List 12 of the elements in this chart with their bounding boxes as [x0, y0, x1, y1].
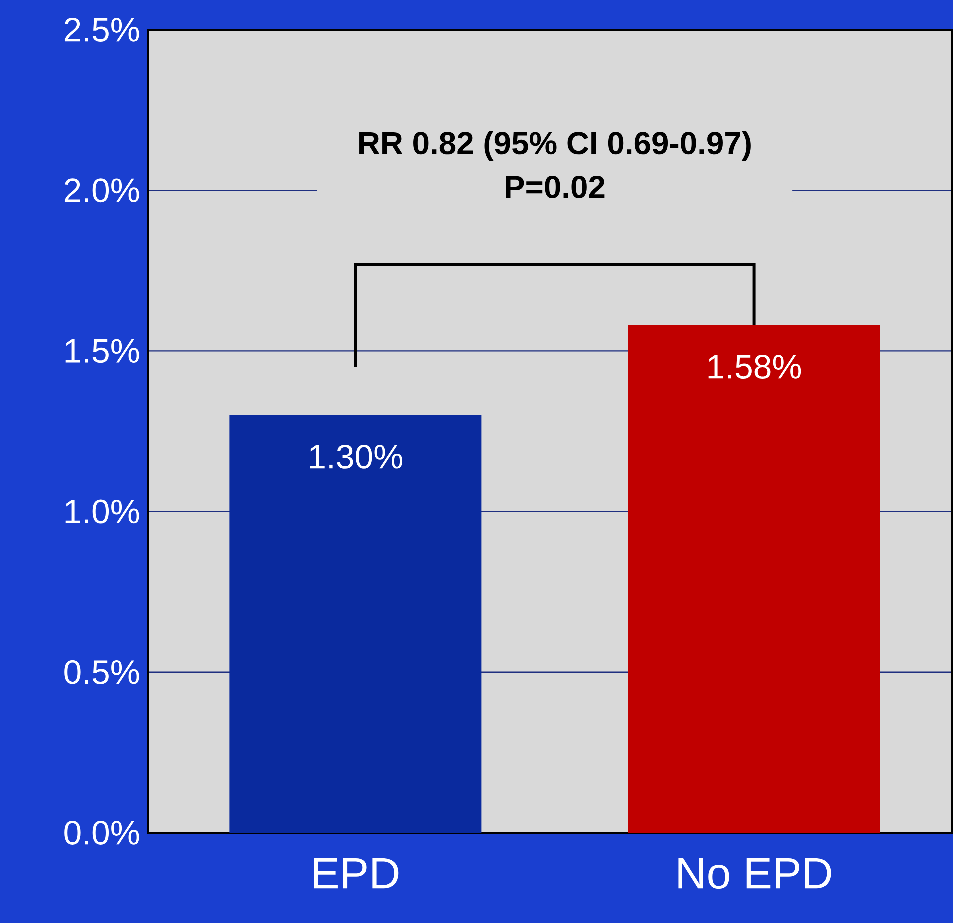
data-label: 1.30% — [310, 444, 402, 469]
y-tick-label: 2.5% — [64, 18, 140, 42]
y-tick-label: 2.0% — [64, 178, 140, 203]
annotation: P=0.02 — [506, 176, 605, 199]
x-tick-label: No EPD — [678, 858, 832, 890]
x-tick-label: EPD — [314, 858, 399, 889]
data-label: 1.58% — [708, 355, 802, 379]
y-tick-label: 0.5% — [64, 660, 140, 684]
y-tick-label: 1.5% — [66, 339, 140, 364]
y-tick-label: 1.0% — [66, 500, 140, 524]
y-tick-label: 0.0% — [64, 820, 140, 845]
annotation: RR 0.82 (95% CI 0.69-0.97) — [360, 131, 751, 161]
